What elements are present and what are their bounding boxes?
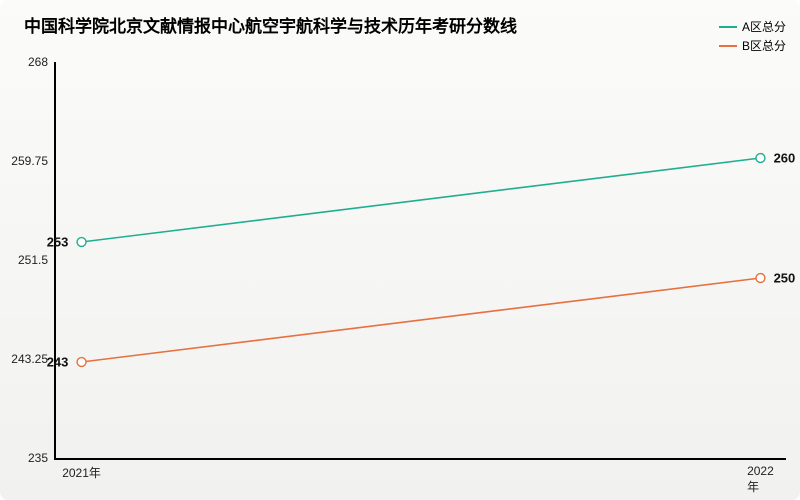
data-point bbox=[756, 154, 765, 163]
legend: A区总分 B区总分 bbox=[719, 18, 786, 56]
y-tick-label: 268 bbox=[28, 55, 56, 69]
y-tick-label: 251.5 bbox=[18, 253, 56, 267]
legend-swatch bbox=[719, 45, 737, 47]
y-tick-label: 235 bbox=[28, 451, 56, 465]
chart-svg bbox=[56, 62, 786, 458]
chart-title: 中国科学院北京文献情报中心航空宇航科学与技术历年考研分数线 bbox=[24, 12, 517, 37]
x-tick-label: 2022年 bbox=[747, 458, 774, 495]
x-tick-label: 2021年 bbox=[62, 458, 101, 481]
data-point bbox=[77, 358, 86, 367]
data-point-label: 260 bbox=[774, 151, 796, 166]
y-tick-label: 259.75 bbox=[11, 154, 56, 168]
series-line bbox=[82, 158, 761, 242]
line-chart: 中国科学院北京文献情报中心航空宇航科学与技术历年考研分数线 A区总分 B区总分 … bbox=[0, 0, 800, 500]
data-point bbox=[756, 274, 765, 283]
legend-label: B区总分 bbox=[742, 37, 786, 54]
data-point-label: 253 bbox=[47, 235, 69, 250]
data-point-label: 250 bbox=[774, 271, 796, 286]
legend-item: A区总分 bbox=[719, 18, 786, 35]
legend-label: A区总分 bbox=[742, 18, 786, 35]
series-line bbox=[82, 278, 761, 362]
plot-area: 235243.25251.5259.752682021年2022年2532602… bbox=[54, 62, 786, 460]
data-point-label: 243 bbox=[47, 355, 69, 370]
data-point bbox=[77, 238, 86, 247]
legend-swatch bbox=[719, 26, 737, 28]
legend-item: B区总分 bbox=[719, 37, 786, 54]
